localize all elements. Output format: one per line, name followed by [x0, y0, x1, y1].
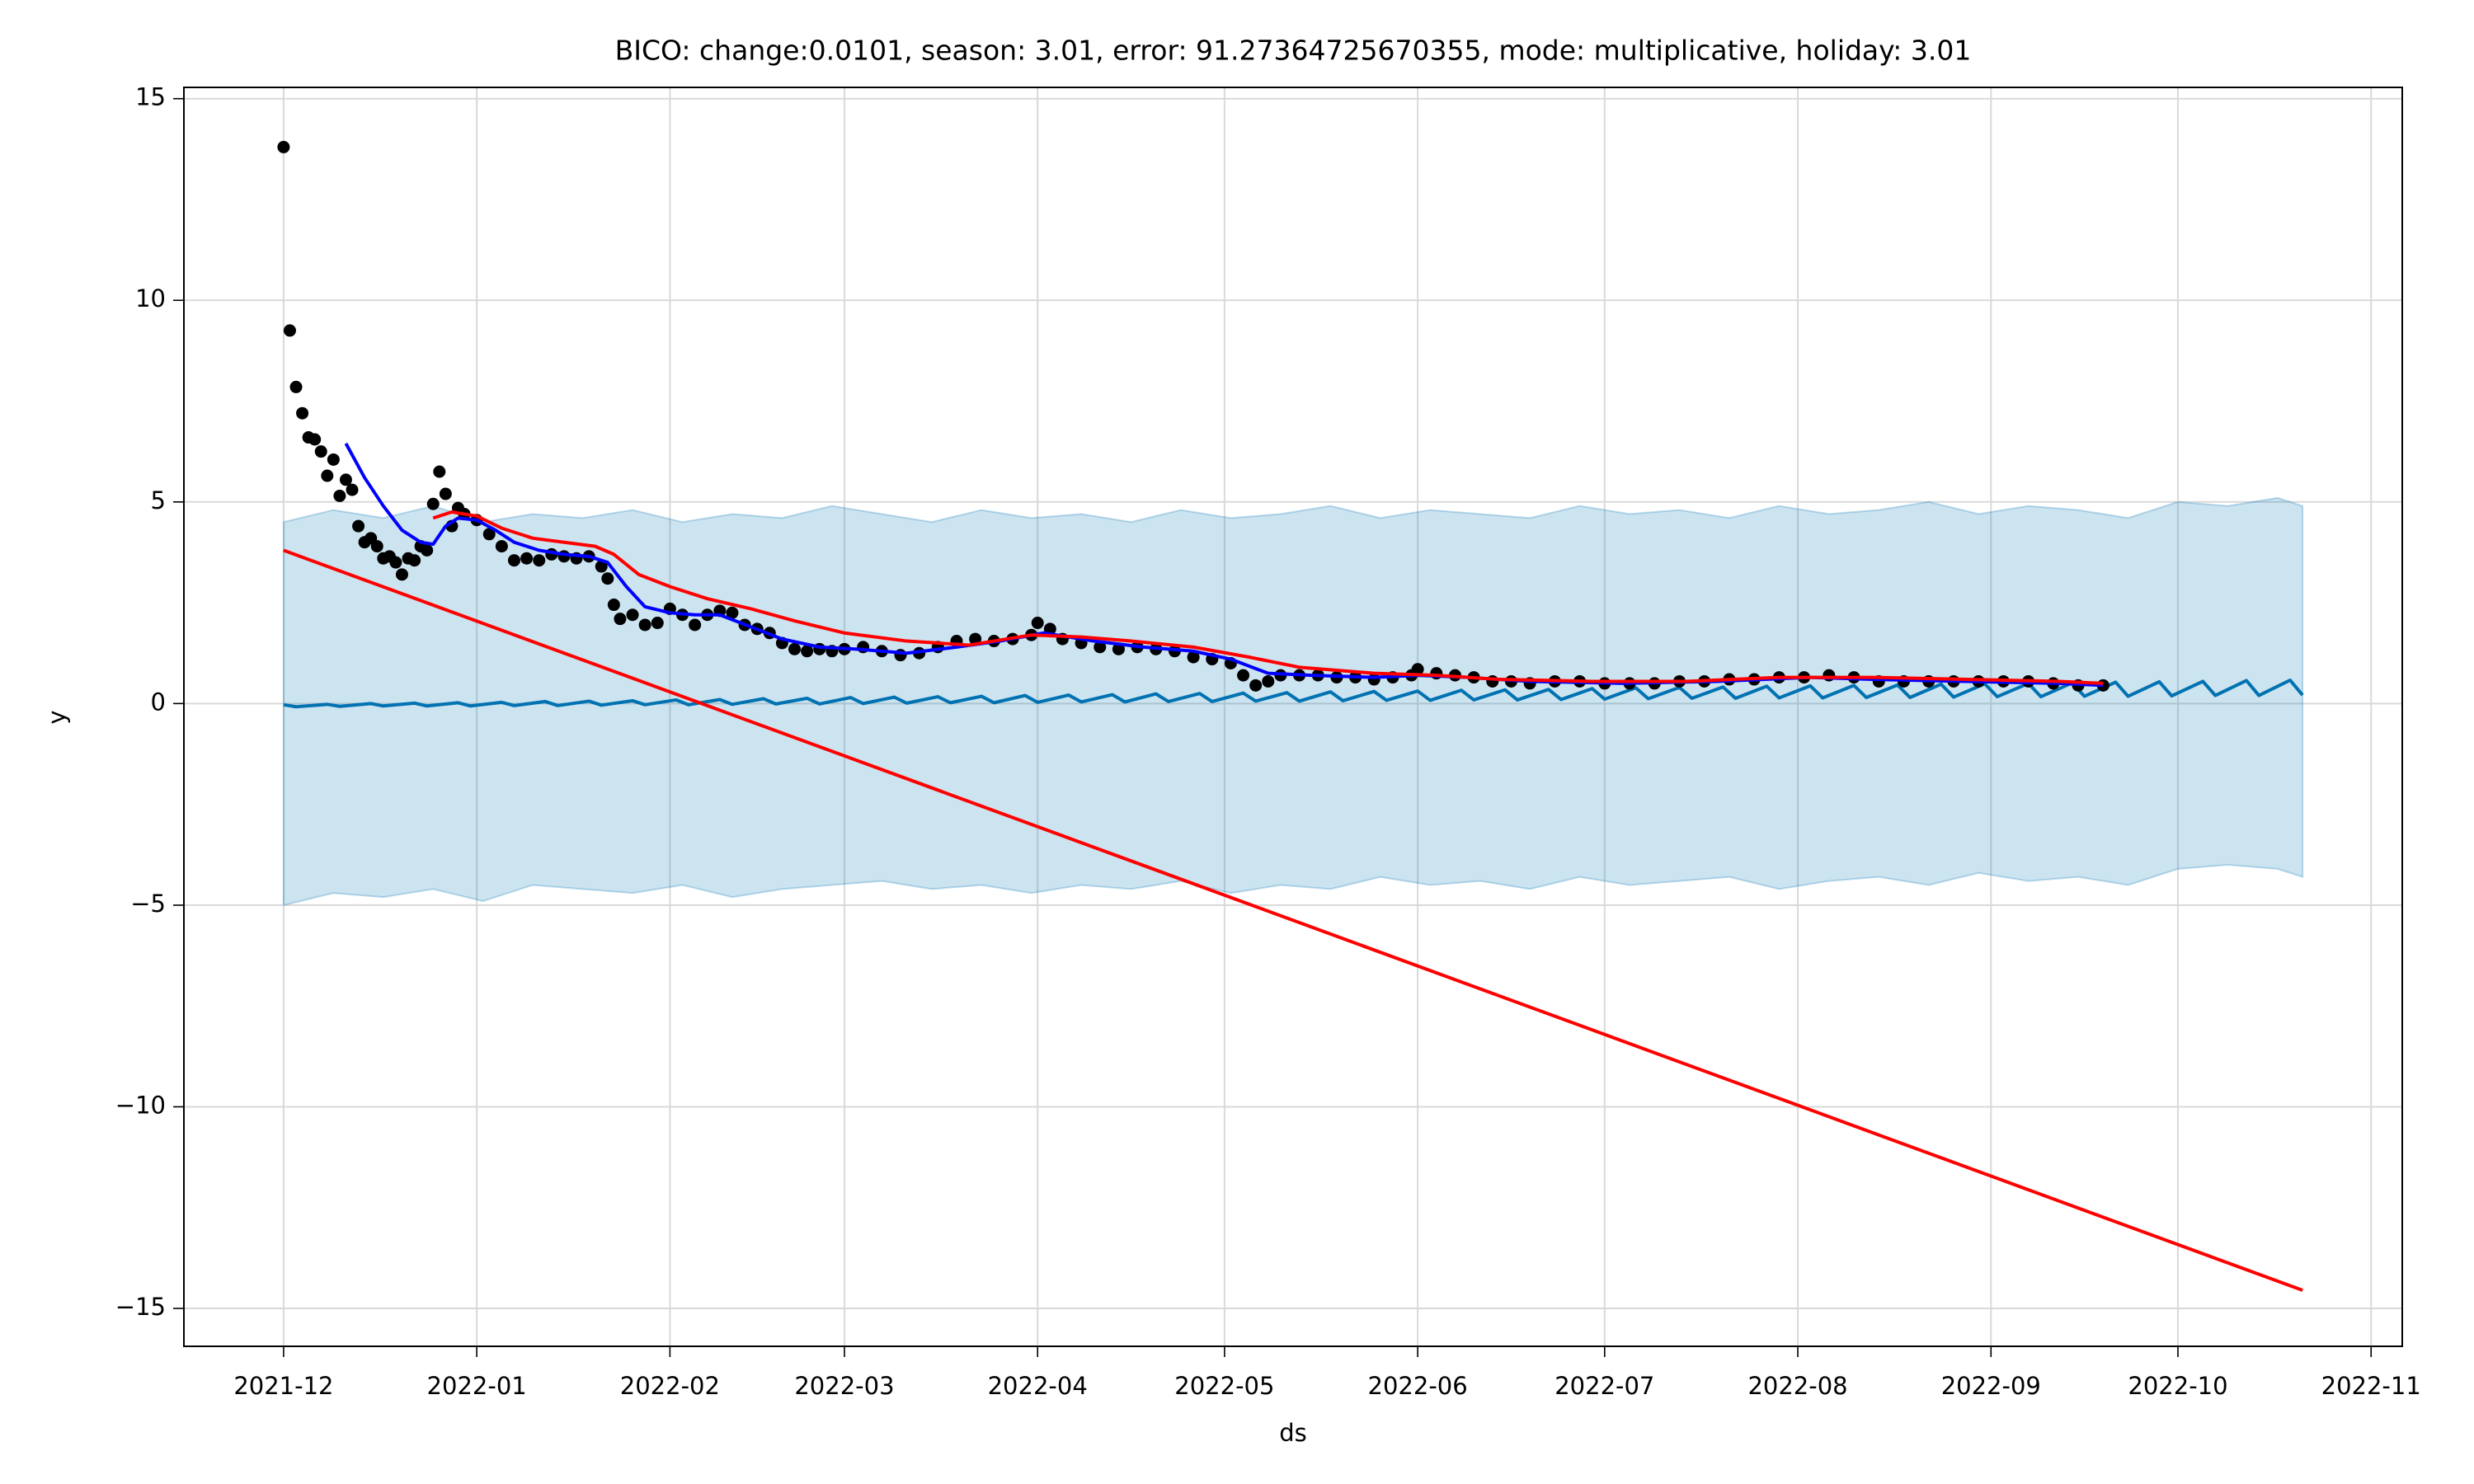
x-tick-label: 2022-01	[427, 1372, 527, 1400]
data-point	[433, 465, 446, 478]
data-point	[421, 543, 434, 556]
data-point	[520, 552, 534, 565]
y-tick-label: 0	[151, 688, 166, 716]
y-tick-label: 10	[135, 284, 166, 312]
x-tick-label: 2022-11	[2321, 1372, 2421, 1400]
data-point	[1411, 663, 1424, 676]
data-point	[389, 556, 402, 569]
data-point	[482, 528, 496, 541]
x-tick-label: 2022-10	[2128, 1372, 2227, 1400]
data-point	[1237, 669, 1250, 682]
data-point	[395, 568, 408, 581]
data-point	[726, 606, 739, 619]
line	[283, 548, 2303, 1292]
plot-frame	[183, 87, 2403, 1347]
data-point	[346, 483, 359, 496]
data-point	[439, 487, 452, 500]
data-point	[426, 497, 440, 510]
data-point	[595, 560, 608, 573]
x-tick-label: 2022-06	[1368, 1372, 1468, 1400]
data-point	[1031, 617, 1044, 630]
data-point	[507, 554, 520, 567]
line	[283, 678, 2304, 709]
data-point	[352, 519, 365, 533]
data-point	[614, 613, 627, 626]
data-point	[370, 540, 383, 553]
data-point	[296, 406, 309, 420]
chart-title: BICO: change:0.0101, season: 3.01, error…	[615, 35, 1972, 67]
y-tick-label: 5	[151, 486, 166, 514]
x-tick-label: 2022-03	[794, 1372, 894, 1400]
x-tick-label: 2022-09	[1941, 1372, 2041, 1400]
y-tick-label: −5	[130, 890, 166, 918]
x-tick-label: 2022-08	[1747, 1372, 1847, 1400]
data-point	[1094, 641, 1107, 654]
data-point	[283, 324, 296, 337]
data-point	[601, 572, 614, 585]
data-point	[1187, 650, 1200, 664]
data-point	[607, 599, 620, 612]
data-point	[308, 433, 322, 446]
line	[432, 510, 2104, 685]
data-point	[1249, 679, 1263, 692]
data-point	[339, 473, 352, 486]
data-point	[327, 453, 340, 466]
data-point	[801, 645, 814, 658]
x-tick-label: 2021-12	[233, 1372, 333, 1400]
data-point	[651, 617, 664, 630]
data-point	[314, 445, 327, 458]
x-tick-label: 2022-05	[1174, 1372, 1274, 1400]
plot-area: 2021-12 2022-01 2022-02 2022-03 2022-04 2022-…	[115, 83, 2421, 1400]
data-point	[533, 554, 546, 567]
data-point	[495, 540, 508, 553]
x-tick-label: 2022-07	[1554, 1372, 1654, 1400]
data-point	[638, 618, 651, 632]
y-tick-label: 15	[135, 83, 166, 111]
data-point	[1262, 674, 1275, 688]
data-point	[289, 380, 303, 393]
data-point	[788, 642, 802, 655]
data-point	[321, 469, 334, 482]
x-tick-label: 2022-04	[988, 1372, 1088, 1400]
y-tick-label: −10	[115, 1091, 166, 1119]
x-tick-label: 2022-02	[620, 1372, 720, 1400]
data-point	[689, 618, 702, 632]
uncertainty-band	[282, 496, 2304, 907]
data-point	[408, 554, 421, 567]
data-point	[626, 608, 639, 622]
data-point	[333, 489, 346, 502]
y-axis-label: y	[43, 710, 71, 724]
data-point	[277, 140, 290, 153]
y-tick-label: −15	[115, 1293, 166, 1321]
x-axis-label: ds	[1279, 1419, 1307, 1447]
